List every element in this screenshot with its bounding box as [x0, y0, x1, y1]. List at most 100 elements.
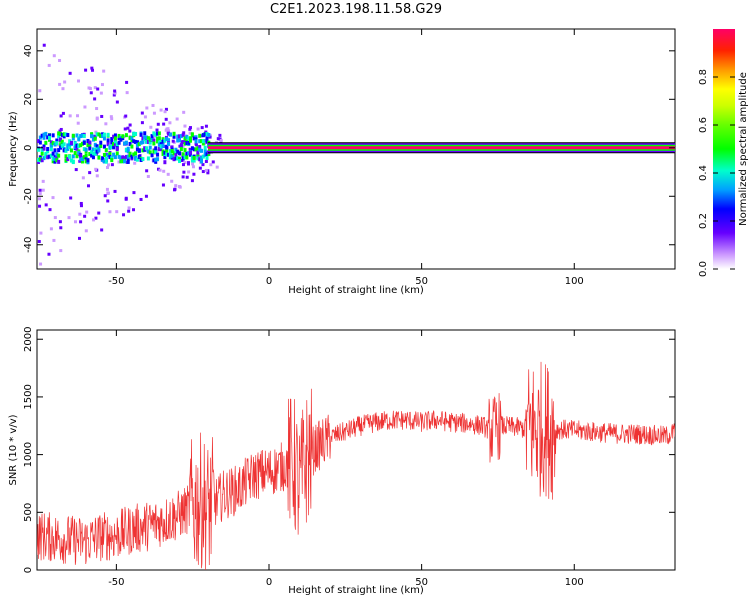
spectrogram-cell — [123, 159, 127, 164]
spectrogram-noise-cell — [90, 66, 94, 70]
spectrogram-cell — [79, 157, 83, 162]
spectrogram-noise-cell — [183, 160, 187, 164]
spectrogram-cell — [42, 144, 46, 149]
spectrogram-cell — [145, 135, 149, 140]
spectrogram-cell — [178, 138, 182, 143]
spectrogram-cell — [101, 156, 105, 161]
spectrogram-cell — [145, 139, 149, 144]
spectrogram-noise-cell — [204, 168, 208, 172]
x-tick-label: 50 — [415, 276, 428, 287]
spectrogram-cell — [51, 159, 55, 164]
spectrogram-cell — [97, 132, 101, 137]
spectrogram-cell — [198, 133, 202, 138]
spectrogram-noise-cell — [74, 168, 78, 172]
spectrogram-cell — [53, 159, 57, 164]
spectrogram-cell — [178, 134, 182, 139]
spectrogram-cell — [55, 141, 59, 146]
spectrogram-noise-cell — [211, 160, 215, 164]
spectrogram-band-core — [207, 146, 675, 150]
spectrogram-cell — [55, 154, 59, 159]
spectrogram-marks — [37, 43, 675, 266]
spectrogram-cell — [203, 152, 207, 157]
spectrogram-cell — [91, 137, 95, 142]
spectrogram-cell — [84, 157, 88, 162]
spectrogram-cell — [90, 153, 94, 158]
snr-frame — [36, 329, 676, 571]
spectrogram-cell — [37, 159, 40, 164]
spectrogram-noise-cell — [81, 176, 85, 180]
spectrogram-cell — [53, 156, 57, 161]
spectrogram-cell — [192, 147, 196, 152]
spectrogram-noise-cell — [39, 262, 43, 266]
spectrogram-cell — [95, 132, 99, 137]
spectrogram-cell — [58, 137, 62, 142]
spectrogram-cell — [161, 137, 165, 142]
spectrogram-noise-cell — [76, 121, 80, 125]
spectrogram-noise-cell — [124, 114, 128, 118]
spectrogram-cell — [148, 150, 152, 155]
spectrogram-noise-cell — [84, 229, 88, 233]
spectrogram-cell — [57, 148, 61, 153]
y-tick-label: 0 — [23, 567, 34, 573]
spectrogram-noise-cell — [58, 129, 62, 133]
spectrogram-noise-cell — [156, 167, 160, 171]
spectrogram-noise-cell — [108, 210, 112, 214]
spectrogram-cell — [139, 157, 143, 162]
spectrogram-cell — [168, 132, 172, 137]
spectrogram-cell — [77, 137, 81, 142]
spectrogram-cell — [80, 141, 84, 146]
spectrogram-noise-cell — [175, 117, 179, 121]
x-tick-label: 0 — [266, 577, 272, 588]
spectrogram-cell — [141, 148, 145, 153]
spectrogram-cell — [190, 158, 194, 163]
spectrogram-noise-cell — [53, 216, 57, 220]
spectrogram-noise-cell — [187, 170, 191, 174]
spectrogram-cell — [124, 154, 128, 159]
spectrogram-cell — [80, 156, 84, 161]
spectrogram-cell — [75, 133, 79, 138]
spectrogram-noise-cell — [99, 91, 103, 95]
spectrogram-cell — [123, 156, 127, 161]
spectrogram-noise-cell — [86, 184, 90, 188]
spectrogram-noise-cell — [201, 170, 205, 174]
spectrogram-noise-cell — [206, 169, 210, 173]
spectrogram-cell — [121, 159, 125, 164]
spectrogram-cell — [163, 155, 167, 160]
spectrogram-cell — [156, 139, 160, 144]
x-tick-label: 100 — [565, 577, 584, 588]
spectrogram-noise-cell — [182, 131, 186, 135]
spectrogram-cell — [97, 148, 101, 153]
spectrogram-noise-cell — [67, 216, 71, 220]
spectrogram-cell — [71, 133, 75, 138]
x-tick-label: 100 — [565, 276, 584, 287]
spectrogram-cell — [130, 136, 134, 141]
spectrogram-noise-cell — [179, 151, 183, 155]
spectrogram-cell — [194, 137, 198, 142]
spectrogram-cell — [130, 144, 134, 149]
spectrogram-cell — [66, 143, 70, 148]
spectrogram-noise-cell — [128, 129, 132, 133]
spectrogram-cell — [132, 139, 136, 144]
spectrogram-cell — [194, 135, 198, 140]
spectrogram-cell — [157, 142, 161, 147]
spectrogram-cell — [161, 139, 165, 144]
spectrogram-cell — [69, 140, 73, 145]
spectrogram-noise-cell — [110, 117, 114, 121]
spectrogram-noise-cell — [94, 167, 98, 171]
spectrogram-noise-cell — [104, 152, 108, 156]
spectrogram-noise-cell — [58, 82, 62, 86]
spectrogram-cell — [205, 132, 209, 137]
spectrogram-cell — [58, 143, 62, 148]
spectrogram-noise-cell — [152, 111, 156, 115]
y-tick-label: 0 — [23, 145, 34, 151]
spectrogram-cell — [53, 142, 57, 147]
spectrogram-noise-cell — [41, 179, 45, 183]
spectrogram-cell — [205, 155, 209, 160]
spectrogram-cell — [130, 138, 134, 143]
spectrogram-cell — [97, 155, 101, 160]
spectrogram-cell — [189, 138, 193, 143]
spectrogram-cell — [165, 144, 169, 149]
y-tick-label: 500 — [23, 503, 34, 522]
spectrogram-cell — [88, 152, 92, 157]
spectrogram-cell — [152, 158, 156, 163]
